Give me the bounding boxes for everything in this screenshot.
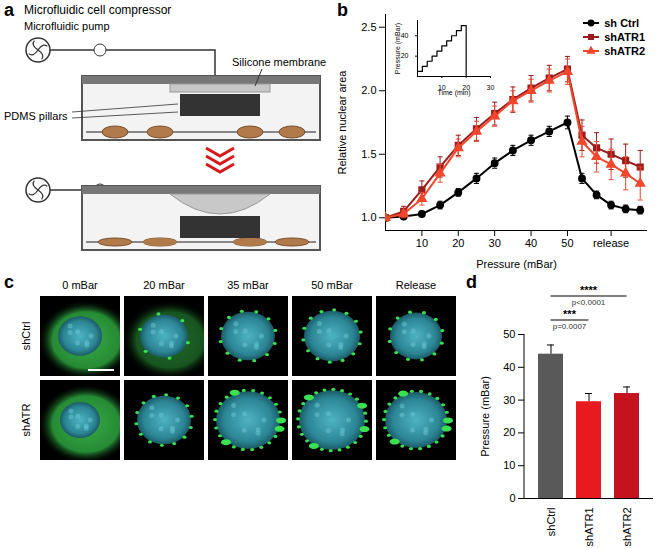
svg-text:shCtrl: shCtrl xyxy=(545,508,557,537)
svg-text:40: 40 xyxy=(503,361,515,373)
svg-text:40: 40 xyxy=(401,32,409,39)
svg-text:release: release xyxy=(593,237,629,249)
svg-text:0: 0 xyxy=(509,492,515,504)
svg-text:20 mBar: 20 mBar xyxy=(143,279,185,291)
html-text:shATR2: shATR2 xyxy=(604,45,645,57)
svg-text:1.0: 1.0 xyxy=(361,211,376,223)
svg-text:20: 20 xyxy=(503,426,515,438)
svg-text:35 mBar: 35 mBar xyxy=(227,279,269,291)
svg-text:30: 30 xyxy=(489,237,501,249)
svg-text:Relative nuclear area: Relative nuclear area xyxy=(336,70,348,175)
svg-text:***: *** xyxy=(563,308,577,320)
svg-text:shATR1: shATR1 xyxy=(583,508,595,547)
svg-text:p=0.0007: p=0.0007 xyxy=(553,322,587,331)
svg-text:0 mBar: 0 mBar xyxy=(62,279,98,291)
html-text:sh Ctrl: sh Ctrl xyxy=(604,17,640,29)
svg-text:2.0: 2.0 xyxy=(361,84,376,96)
html-text:a: a xyxy=(4,0,14,20)
html-text:shATR1: shATR1 xyxy=(604,31,645,43)
svg-text:50: 50 xyxy=(561,237,573,249)
svg-text:50 mBar: 50 mBar xyxy=(311,279,353,291)
svg-text:Time (min): Time (min) xyxy=(437,89,470,97)
svg-text:shCtrl: shCtrl xyxy=(20,322,32,351)
svg-text:Pressure (mBar): Pressure (mBar) xyxy=(479,376,491,457)
svg-text:50: 50 xyxy=(503,328,515,340)
svg-text:30: 30 xyxy=(503,394,515,406)
svg-text:30: 30 xyxy=(487,84,495,91)
svg-text:shATR2: shATR2 xyxy=(621,508,633,547)
svg-text:20: 20 xyxy=(452,237,464,249)
svg-text:1.5: 1.5 xyxy=(361,148,376,160)
svg-text:10: 10 xyxy=(416,237,428,249)
svg-text:Release: Release xyxy=(396,279,436,291)
svg-text:shATR: shATR xyxy=(20,404,32,437)
svg-text:10: 10 xyxy=(503,459,515,471)
svg-text:40: 40 xyxy=(525,237,537,249)
svg-text:Pressure (mBar): Pressure (mBar) xyxy=(394,23,402,74)
svg-text:20: 20 xyxy=(401,52,409,59)
svg-text:Microfluidic cell compressor: Microfluidic cell compressor xyxy=(24,3,171,17)
svg-text:****: **** xyxy=(580,284,598,296)
html-text:b: b xyxy=(337,0,348,20)
svg-text:Pressure (mBar): Pressure (mBar) xyxy=(476,258,557,270)
html-text:d: d xyxy=(466,272,477,292)
svg-text:Silicone membrane: Silicone membrane xyxy=(232,56,326,68)
svg-text:PDMS pillars: PDMS pillars xyxy=(4,110,68,122)
html-text:c: c xyxy=(4,272,14,292)
svg-text:p<0.0001: p<0.0001 xyxy=(572,298,606,307)
svg-text:Microfluidic pump: Microfluidic pump xyxy=(24,20,110,32)
svg-text:2.5: 2.5 xyxy=(361,21,376,33)
